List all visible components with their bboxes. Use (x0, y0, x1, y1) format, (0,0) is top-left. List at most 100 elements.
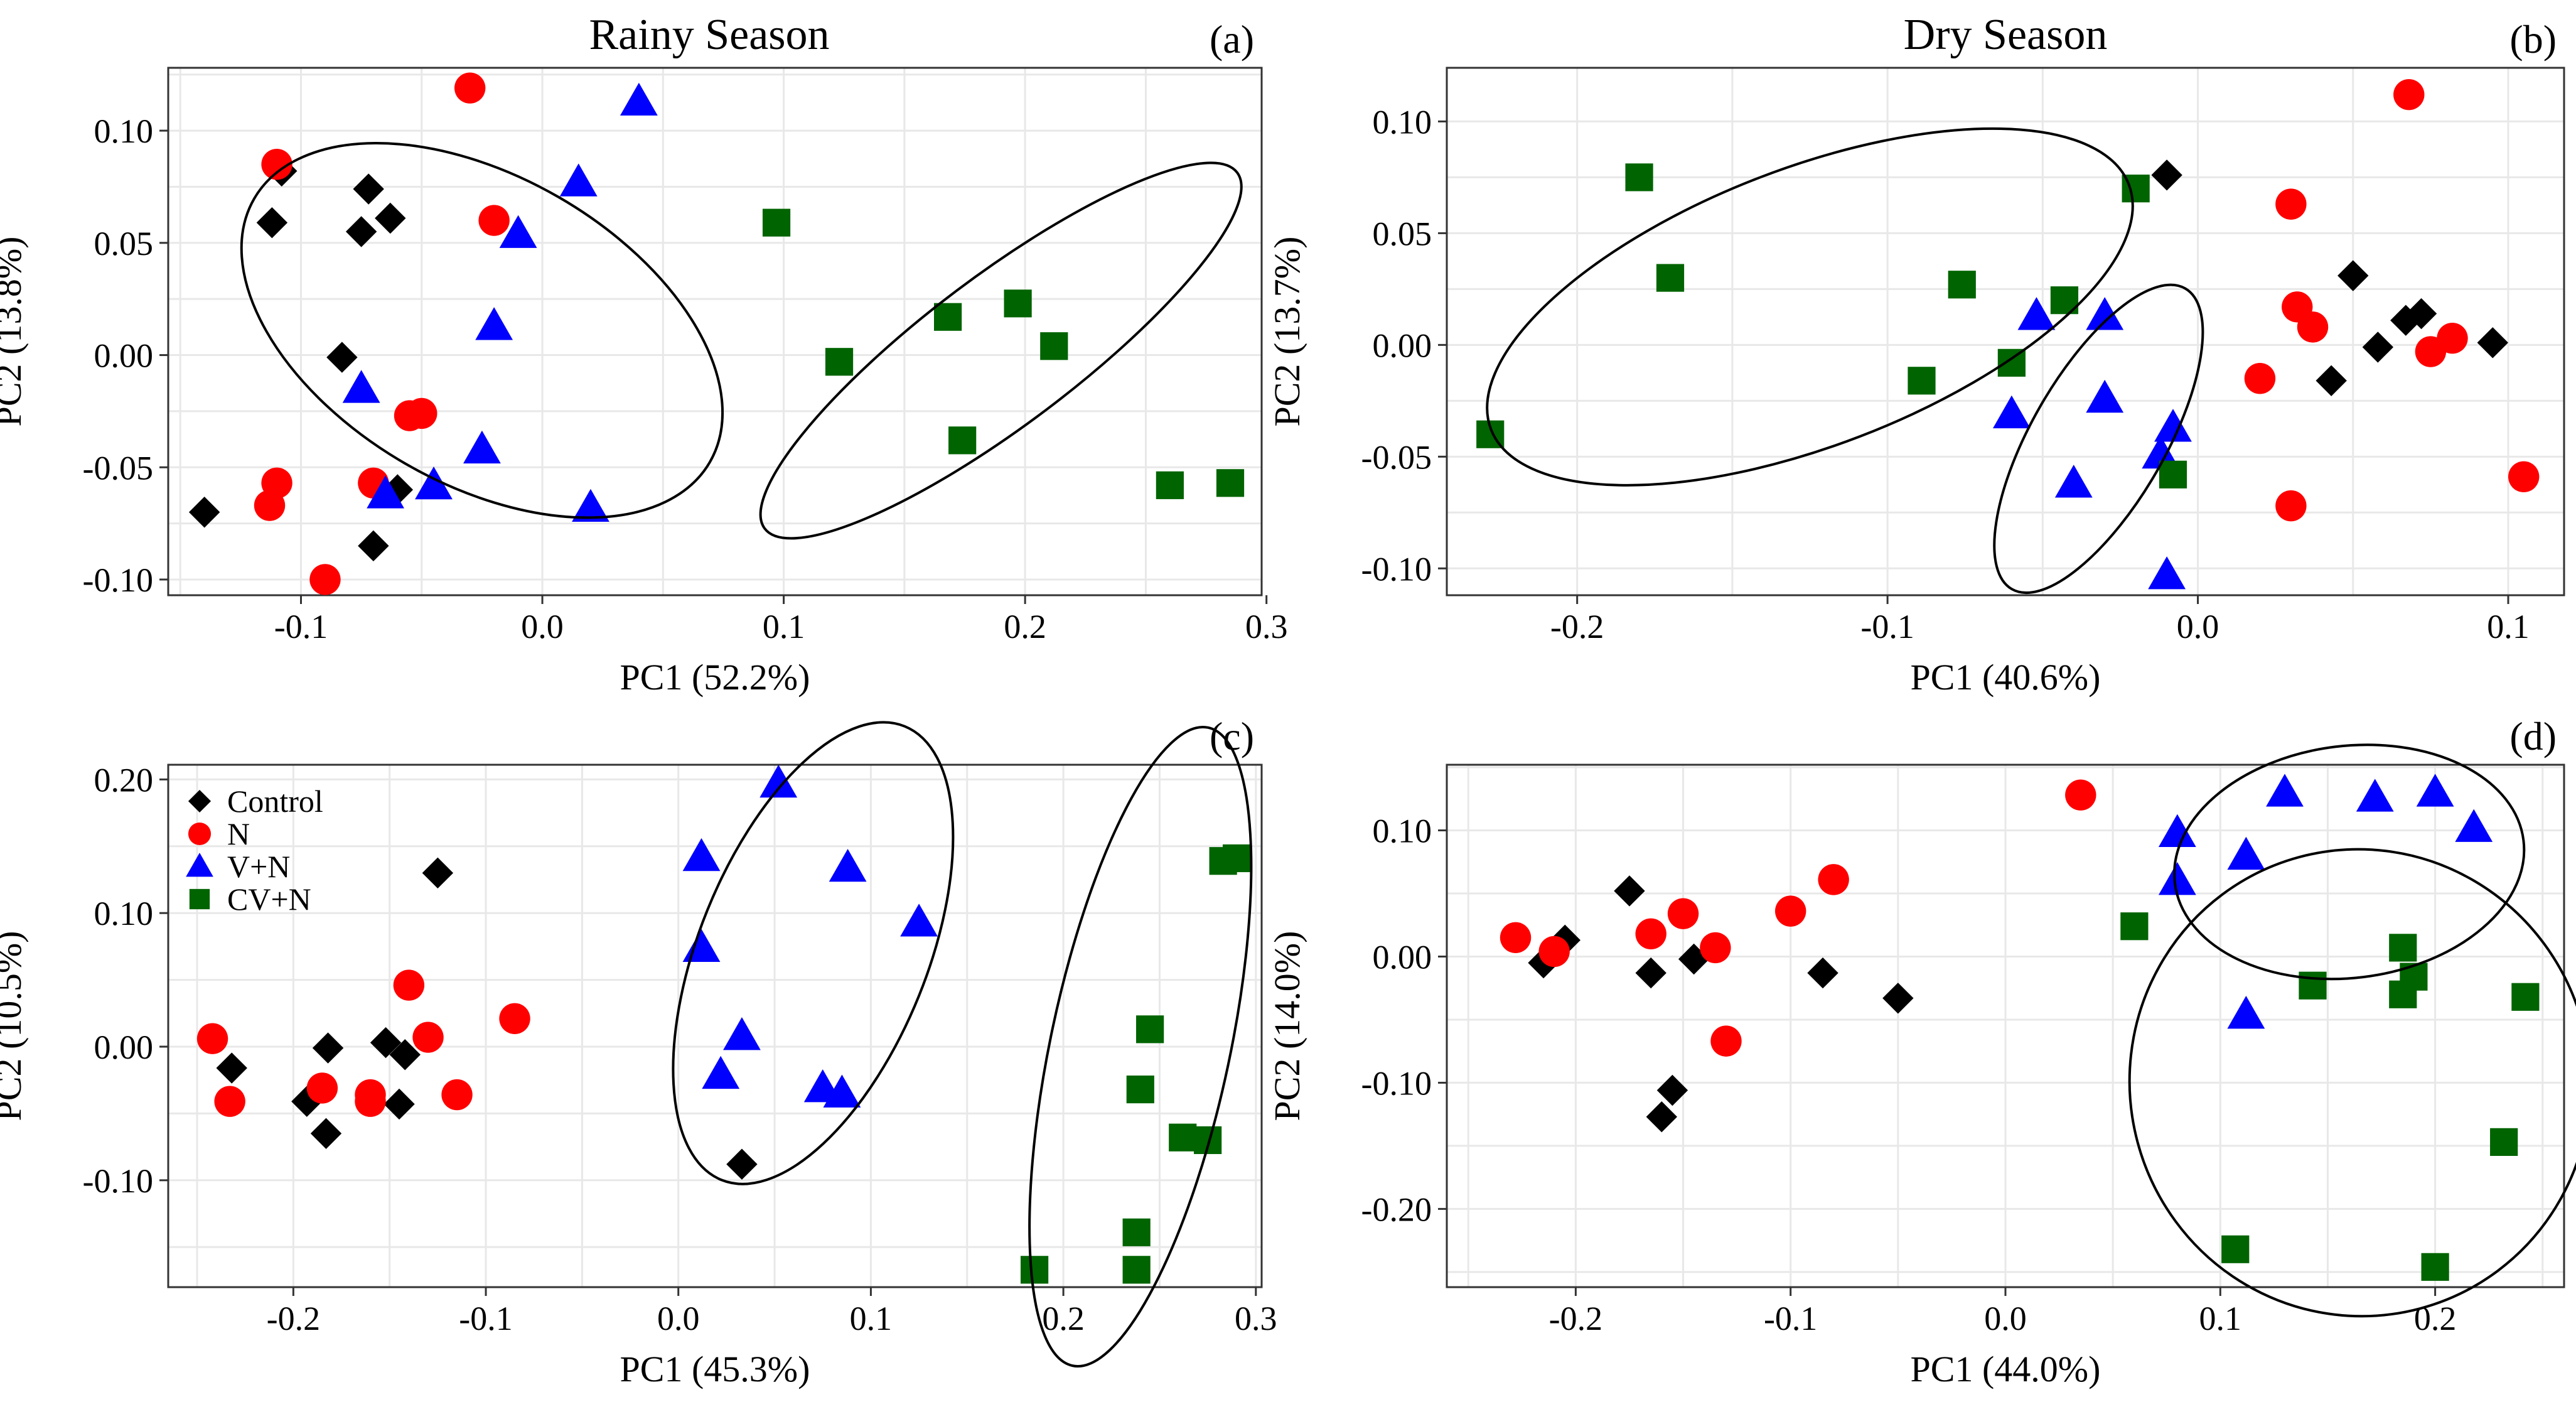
data-point (723, 1017, 761, 1050)
data-point (1156, 471, 1184, 499)
y-tick-label: -0.10 (83, 1162, 153, 1200)
confidence-ellipse (2173, 743, 2526, 981)
y-tick-label: 0.10 (94, 112, 154, 150)
gridlines (1447, 68, 2564, 595)
data-point (762, 208, 791, 237)
data-point (1635, 957, 1666, 989)
panel-b: -0.2 -0.1 0.0 0.1 -0.10 -0.05 0.00 0.05 0.10 PC1 … (1267, 11, 2565, 698)
data-point (829, 848, 867, 882)
data-point (823, 1074, 861, 1108)
data-point (2142, 435, 2180, 469)
legend-label: N (227, 816, 250, 851)
y-tick-label: 0.00 (94, 1028, 154, 1066)
x-tick-label: 0.0 (657, 1300, 700, 1337)
data-point (759, 764, 798, 798)
data-point (475, 307, 513, 340)
y-tick-label: -0.10 (83, 561, 153, 599)
data-point (256, 207, 288, 239)
plot-frame (167, 67, 1263, 596)
x-tick-label: 0.0 (521, 608, 564, 645)
x-tick-label: -0.2 (267, 1300, 320, 1337)
legend-marker (188, 822, 212, 846)
x-tick-label: 0.1 (2199, 1300, 2242, 1337)
gridlines (168, 68, 1262, 595)
legend-item: CV+N (189, 882, 311, 917)
data-point (1216, 469, 1245, 497)
series-n (254, 72, 510, 595)
data-point (2389, 980, 2417, 1008)
data-point (1209, 847, 1237, 875)
x-tick-label: -0.2 (1550, 608, 1604, 645)
data-point (2421, 1253, 2449, 1281)
x-tick-label: 0.2 (1042, 1300, 1085, 1337)
legend-item: N (188, 816, 250, 851)
gridlines (1447, 765, 2564, 1287)
y-tick-label: 0.00 (1373, 326, 1432, 364)
data-point (948, 426, 977, 455)
data-point (1700, 932, 1731, 964)
data-point (1992, 395, 2031, 429)
gridlines (168, 765, 1262, 1287)
data-point (2244, 363, 2276, 394)
panel-title: Dry Season (1904, 11, 2108, 59)
data-point (1500, 922, 1532, 954)
data-point (353, 173, 384, 205)
data-point (2266, 774, 2304, 807)
data-point (188, 497, 220, 528)
x-tick-label: 0.2 (2414, 1300, 2457, 1337)
data-point (2065, 779, 2096, 811)
series-control (216, 857, 758, 1180)
data-point (2455, 809, 2493, 842)
data-point (2148, 556, 2186, 590)
data-point (312, 1032, 344, 1064)
series-control (2151, 159, 2508, 397)
data-point (1040, 332, 1068, 360)
data-point (326, 342, 358, 373)
data-point (370, 1027, 402, 1059)
series-vn (2158, 774, 2493, 1029)
y-axis-label: PC2 (13.8%) (0, 237, 29, 427)
data-point (2508, 461, 2540, 493)
data-point (2158, 814, 2196, 847)
legend-label: CV+N (227, 882, 311, 917)
legend-marker (189, 888, 210, 910)
data-point (196, 1023, 228, 1054)
data-point (825, 348, 854, 376)
data-point (499, 1003, 530, 1034)
x-tick-label: -0.2 (1549, 1300, 1602, 1337)
data-point (412, 1022, 444, 1053)
data-point (933, 303, 962, 331)
y-tick-label: 0.05 (94, 225, 154, 262)
legend-item: Control (188, 784, 323, 819)
data-point (2221, 1235, 2250, 1263)
data-point (291, 1086, 323, 1117)
y-tick-label: -0.05 (83, 449, 153, 487)
series-n (196, 969, 530, 1117)
x-axis-label: PC1 (40.6%) (1911, 657, 2101, 698)
series-cvn (1021, 844, 1251, 1284)
data-point (2227, 996, 2265, 1029)
y-tick-label: -0.10 (1361, 550, 1432, 588)
data-point (2362, 332, 2394, 363)
data-point (2337, 260, 2369, 291)
data-point (389, 1039, 421, 1071)
x-tick-label: 0.3 (1235, 1300, 1277, 1337)
data-point (1818, 864, 1849, 895)
confidence-ellipse (1993, 283, 2204, 595)
data-point (2297, 311, 2329, 343)
data-point (1635, 918, 1666, 949)
data-point (702, 1055, 740, 1089)
plot-frame (1446, 67, 2565, 596)
y-tick-label: 0.10 (1373, 812, 1432, 850)
data-point (572, 488, 609, 522)
panel-title: Rainy Season (589, 11, 829, 59)
data-point (1667, 898, 1699, 929)
series-control (1528, 875, 1914, 1133)
x-axis-label: PC1 (52.2%) (620, 657, 810, 698)
data-point (2275, 490, 2307, 522)
series-cvn (1476, 163, 2187, 488)
panel-letter: (c) (1210, 714, 1254, 758)
data-point (2415, 336, 2447, 367)
